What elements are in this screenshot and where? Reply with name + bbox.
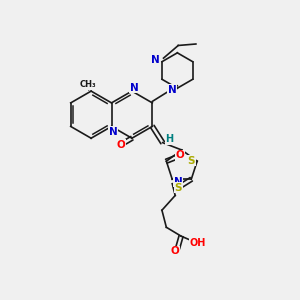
Text: N: N xyxy=(174,177,182,187)
Text: O: O xyxy=(171,246,180,256)
Text: OH: OH xyxy=(190,238,206,248)
Text: N: N xyxy=(151,55,160,65)
Text: CH₃: CH₃ xyxy=(79,80,96,89)
Text: N: N xyxy=(109,127,117,137)
Text: O: O xyxy=(117,140,125,150)
Text: N: N xyxy=(130,82,139,93)
Text: S: S xyxy=(188,156,195,166)
Text: O: O xyxy=(176,150,184,160)
Text: S: S xyxy=(175,182,182,193)
Text: N: N xyxy=(168,85,176,94)
Text: H: H xyxy=(165,134,173,144)
